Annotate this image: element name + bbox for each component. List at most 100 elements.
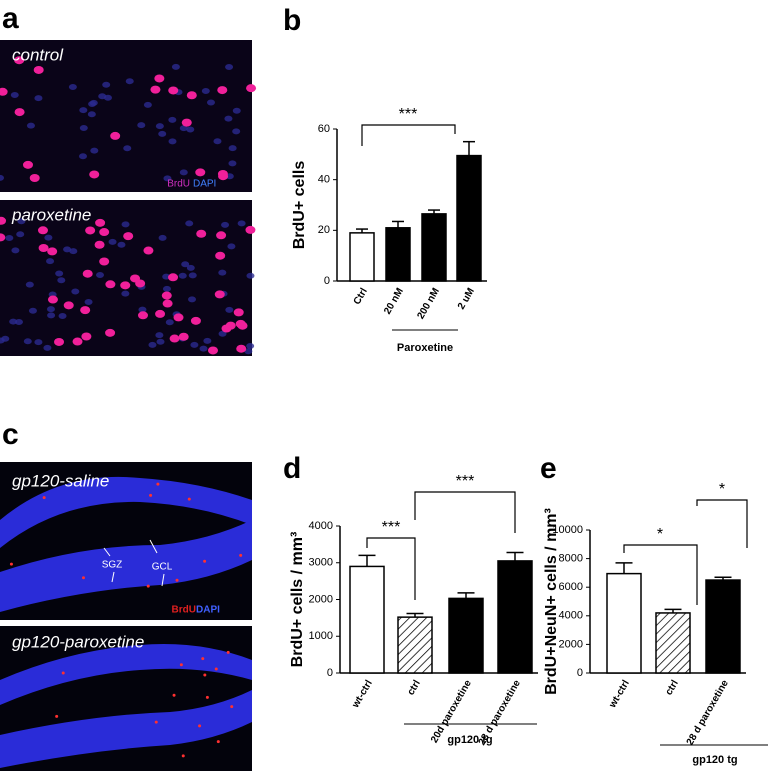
nucleus xyxy=(190,341,199,348)
nucleus xyxy=(199,345,208,352)
nucleus xyxy=(16,231,25,238)
bar xyxy=(606,572,642,674)
nucleus xyxy=(181,118,192,127)
nucleus xyxy=(236,344,247,353)
nucleus xyxy=(155,123,164,130)
nucleus xyxy=(0,216,7,225)
nucleus xyxy=(203,559,207,563)
pointer xyxy=(111,571,115,583)
nucleus xyxy=(63,246,72,253)
x-tick-label: Ctrl xyxy=(352,286,370,307)
bar xyxy=(456,154,482,282)
bar-chart: 0 20 40 60 BrdU+ cells Ctrl 20 nM 200 nM 2 uM ***… xyxy=(291,106,487,354)
y-tick-label: 0 xyxy=(324,275,330,287)
nucleus xyxy=(105,280,116,289)
nucleus xyxy=(148,341,157,348)
nucleus xyxy=(125,78,134,85)
nucleus xyxy=(149,493,153,497)
image-label: control xyxy=(12,45,64,64)
nucleus xyxy=(158,130,167,137)
y-tick-label: 4000 xyxy=(309,520,333,532)
nucleus xyxy=(10,92,19,99)
group-label: gp120 tg xyxy=(692,754,737,766)
nucleus xyxy=(108,238,117,245)
nucleus xyxy=(168,86,179,95)
nucleus xyxy=(146,584,150,588)
pointer xyxy=(149,539,158,554)
nucleus xyxy=(179,169,188,176)
region-label: SGZ xyxy=(102,560,123,571)
significance-bracket xyxy=(366,537,416,600)
nucleus xyxy=(72,337,83,346)
nucleus xyxy=(43,344,52,351)
nucleus xyxy=(143,246,154,255)
group-label: Paroxetine xyxy=(397,342,453,354)
nucleus xyxy=(87,111,96,118)
nucleus xyxy=(218,330,227,337)
nucleus xyxy=(156,482,160,486)
cell-layer xyxy=(0,476,252,548)
nucleus xyxy=(155,309,166,318)
nucleus xyxy=(173,313,184,322)
nucleus xyxy=(61,671,65,675)
nucleus xyxy=(225,173,234,180)
nucleus xyxy=(207,346,218,355)
nucleus xyxy=(79,125,88,132)
nucleus xyxy=(179,125,188,132)
x-tick-label: ctrl xyxy=(664,678,681,697)
nucleus xyxy=(190,316,201,325)
nucleus xyxy=(47,295,58,304)
y-tick-label: 2000 xyxy=(559,638,583,650)
nucleus xyxy=(90,147,99,154)
nucleus xyxy=(178,332,189,341)
significance: *** xyxy=(382,519,401,536)
panel-letter: b xyxy=(283,4,301,37)
stain-label: DAPI xyxy=(193,179,216,190)
nucleus xyxy=(81,576,85,580)
nucleus xyxy=(225,306,234,313)
nucleus xyxy=(105,328,116,337)
nucleus xyxy=(137,122,146,129)
nucleus xyxy=(239,553,243,557)
nucleus xyxy=(0,233,6,242)
nucleus xyxy=(205,695,209,699)
nucleus xyxy=(172,693,176,697)
nucleus xyxy=(85,226,96,235)
x-tick-label: ctrl xyxy=(406,678,423,697)
nucleus xyxy=(69,248,78,255)
nucleus xyxy=(175,578,179,582)
bar xyxy=(421,213,447,282)
significance: * xyxy=(657,526,663,543)
nucleus xyxy=(154,720,158,724)
region-label: GCL xyxy=(152,562,173,573)
nucleus xyxy=(47,312,56,319)
nucleus xyxy=(68,83,77,90)
bar xyxy=(655,612,691,674)
nucleus xyxy=(198,724,202,728)
nucleus xyxy=(237,220,246,227)
nucleus xyxy=(221,324,232,333)
nucleus xyxy=(5,234,14,241)
panel-letter: e xyxy=(540,452,557,485)
nucleus xyxy=(94,240,105,249)
nucleus xyxy=(137,311,148,320)
cell-layer xyxy=(0,644,252,705)
nucleus xyxy=(171,63,180,70)
nucleus xyxy=(217,86,228,95)
nucleus xyxy=(228,160,237,167)
nucleus xyxy=(178,272,187,279)
nucleus xyxy=(163,175,172,182)
nucleus xyxy=(9,318,18,325)
nucleus xyxy=(46,258,55,265)
nucleus xyxy=(162,299,173,308)
panel-letter: c xyxy=(2,418,19,451)
y-tick-label: 10000 xyxy=(552,524,583,536)
nucleus xyxy=(161,291,172,300)
nucleus xyxy=(158,234,167,241)
nucleus xyxy=(215,251,226,260)
nucleus xyxy=(162,285,171,292)
nucleus xyxy=(121,221,130,228)
nucleus xyxy=(216,740,220,744)
bar xyxy=(397,616,433,674)
